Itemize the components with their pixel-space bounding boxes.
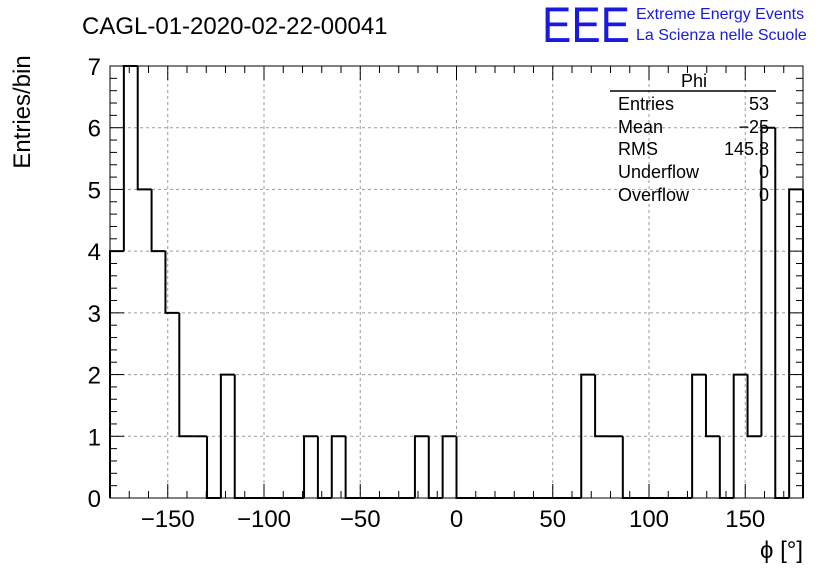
- histogram-bin: [150, 189, 166, 253]
- x-tick-label: 0: [450, 506, 463, 533]
- histogram-bin: [316, 436, 332, 499]
- y-tick-label: 0: [88, 486, 101, 513]
- y-tick-label: 2: [88, 363, 101, 390]
- histogram-bin: [746, 374, 762, 438]
- stats-box: Phi Entries 53 Mean −25 RMS 145.8 Underf…: [610, 71, 776, 205]
- y-tick-label: 5: [88, 177, 101, 204]
- x-tick-label: 150: [725, 506, 765, 533]
- x-tick-label: −50: [340, 506, 381, 533]
- histogram-bin: [219, 373, 235, 498]
- chart-title: CAGL-01-2020-02-22-00041: [82, 13, 388, 40]
- histogram-bin: [621, 436, 637, 499]
- stats-value-rms: 145.8: [724, 139, 769, 159]
- histogram-bin: [788, 188, 803, 498]
- histogram-bin: [455, 436, 471, 499]
- histogram-bin: [704, 374, 720, 438]
- stats-value-underflow: 0: [759, 162, 769, 182]
- histogram-bin: [580, 373, 596, 498]
- branding-line2: La Scienza nelle Scuole: [636, 27, 807, 44]
- stats-value-mean: −25: [738, 117, 769, 137]
- histogram-bin: [206, 436, 221, 499]
- histogram-bin: [413, 435, 429, 498]
- axis-ticks: [110, 65, 803, 499]
- stats-value-overflow: 0: [759, 185, 769, 205]
- histogram-bin: [594, 374, 609, 438]
- x-tick-label: −150: [141, 506, 195, 533]
- x-tick-label: −100: [237, 506, 291, 533]
- stats-label-overflow: Overflow: [618, 185, 690, 205]
- histogram-bin: [732, 373, 748, 498]
- branding-line1: Extreme Energy Events: [636, 6, 804, 23]
- stats-label-mean: Mean: [618, 117, 663, 137]
- stats-label-rms: RMS: [618, 139, 658, 159]
- histogram-bin: [691, 373, 706, 498]
- x-axis-label: ϕ [°]: [760, 537, 803, 564]
- y-tick-label: 1: [88, 424, 101, 451]
- histogram-bin: [718, 436, 734, 499]
- grid: [110, 65, 803, 498]
- histogram-bin: [441, 435, 457, 498]
- x-tick-label: 50: [539, 506, 566, 533]
- eee-logo: EEE: [542, 0, 630, 53]
- stats-label-entries: Entries: [618, 94, 674, 114]
- histogram-bin: [178, 312, 194, 438]
- stats-value-entries: 53: [749, 94, 769, 114]
- tick-labels: −150 −100 −50 0 50 100 150 0 1 2 3 4 5 6 7: [88, 54, 766, 533]
- histogram-bin: [330, 435, 346, 498]
- y-tick-label: 7: [88, 54, 101, 81]
- histogram-bin: [344, 436, 360, 499]
- histogram-bin: [164, 251, 180, 314]
- y-tick-label: 4: [88, 239, 101, 266]
- histogram-bin: [303, 435, 318, 498]
- histogram-bin: [136, 66, 152, 191]
- histogram-bin: [760, 126, 776, 437]
- histogram-bin: [427, 436, 443, 499]
- y-tick-label: 6: [88, 116, 101, 143]
- stats-title: Phi: [681, 71, 707, 91]
- stats-label-underflow: Underflow: [618, 162, 700, 182]
- histogram-bin: [122, 65, 138, 252]
- y-tick-label: 3: [88, 301, 101, 328]
- y-axis-label: Entries/bin: [9, 55, 36, 168]
- x-tick-label: 100: [629, 506, 669, 533]
